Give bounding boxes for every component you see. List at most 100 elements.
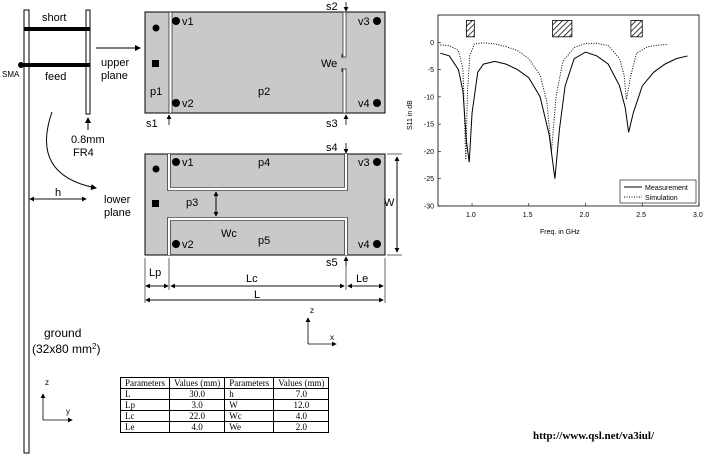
series-simulation	[440, 42, 668, 160]
upper-p1: p1	[150, 86, 162, 98]
table-header: Parameters	[224, 377, 275, 389]
lower-w: W	[384, 197, 395, 209]
table-cell: 4.0	[273, 410, 330, 422]
y-tick-label: -10	[424, 94, 434, 101]
upper-s3: s3	[326, 118, 338, 130]
table-cell: h	[224, 388, 275, 400]
chart-ylabel: S11 in dB	[407, 100, 414, 130]
y-tick-label: -30	[424, 204, 434, 211]
feed-label: feed	[45, 71, 66, 83]
table-row: Lp 3.0 W 12.0	[120, 399, 330, 411]
upper-p2: p2	[258, 86, 270, 98]
short-label: short	[42, 12, 66, 24]
lower-wc: Wc	[221, 228, 237, 240]
substrate-material-label: FR4	[73, 147, 94, 159]
table-cell: 12.0	[273, 399, 330, 411]
lower-le: Le	[356, 273, 368, 285]
s11-chart: 1.0 1.5 2.0 2.5 3.0 0 -5 -10 -15 -20 -25 -30 Freq. …	[407, 14, 703, 236]
ground-plane	[23, 9, 30, 454]
table-cell: We	[224, 421, 275, 433]
x-tick-label: 2.5	[636, 212, 646, 219]
lower-axis-z: z	[310, 306, 314, 315]
table-header: Values (mm)	[273, 377, 330, 389]
sma-label: SMA	[2, 70, 20, 79]
y-tick-label: -20	[424, 149, 434, 156]
table-header: Values (mm)	[168, 377, 226, 389]
lower-p4: p4	[258, 157, 270, 169]
table-cell: Le	[120, 421, 170, 433]
x-tick-label: 3.0	[693, 212, 703, 219]
antenna-side-view: short feed SMA 0.8mm FR4 h ground (32x80…	[2, 9, 105, 454]
upper-s1: s1	[146, 118, 158, 130]
lower-plane: lower plane v1 v2 v3 v4 p3 p4 p5 Wc s4 s…	[104, 142, 402, 347]
legend-simulation: Simulation	[645, 195, 678, 202]
table-header: Parameters	[120, 377, 170, 389]
substrate-thickness-label: 0.8mm	[71, 134, 105, 146]
table-cell: 22.0	[168, 410, 226, 422]
axis-z-label: z	[45, 378, 49, 387]
y-tick-label: 0	[430, 40, 434, 47]
source-url[interactable]: http://www.qsl.net/va3iul/	[533, 430, 655, 442]
substrate	[85, 9, 91, 115]
frequency-band-marker	[630, 20, 643, 38]
y-tick-label: -25	[424, 176, 434, 183]
short-bar	[24, 27, 90, 31]
upper-plane-label: upper	[101, 57, 129, 69]
feed-bar	[24, 63, 90, 67]
curved-arrow	[46, 111, 97, 190]
lower-p5: p5	[258, 235, 270, 247]
table-row: Lc 22.0 Wc 4.0	[120, 410, 330, 422]
upper-v2: v2	[182, 98, 194, 110]
chart-legend: Measurement Simulation	[619, 179, 697, 204]
table-cell: 7.0	[273, 388, 330, 400]
table-cell: W	[224, 399, 275, 411]
h-label: h	[55, 187, 61, 199]
sma-connector	[18, 62, 24, 68]
table-cell: 4.0	[168, 421, 226, 433]
lower-v1: v1	[182, 157, 194, 169]
x-tick-label: 1.0	[466, 212, 476, 219]
frequency-band-marker	[465, 20, 475, 38]
upper-we: We	[321, 58, 337, 70]
upper-v3: v3	[358, 16, 370, 28]
lower-lp: Lp	[149, 267, 161, 279]
chart-plot-area	[437, 14, 700, 207]
lower-s5: s5	[326, 257, 338, 269]
x-tick-label: 1.5	[523, 212, 533, 219]
table-cell: 30.0	[168, 388, 226, 400]
frequency-band-marker	[552, 20, 573, 38]
table-cell: Lp	[120, 399, 170, 411]
lower-l: L	[254, 289, 260, 301]
table-row: Le 4.0 We 2.0	[120, 421, 330, 433]
upper-plane: upper plane v1 v2 v3 v4 p1 p2 We s1 s2 s…	[101, 1, 386, 130]
ground-size-label: (32x80 mm2)	[32, 342, 100, 356]
upper-plane-label-2: plane	[101, 70, 128, 82]
ground-label: ground	[44, 326, 81, 340]
lower-plane-label: lower	[104, 194, 131, 206]
y-tick-label: -5	[428, 67, 434, 74]
lower-axis-x: x	[330, 333, 334, 342]
legend-measurement: Measurement	[645, 185, 688, 192]
lower-p3: p3	[186, 197, 198, 209]
series-measurement	[440, 51, 688, 179]
table-cell: L	[120, 388, 170, 400]
table-cell: Lc	[120, 410, 170, 422]
x-tick-label: 2.0	[580, 212, 590, 219]
y-tick-label: -15	[424, 122, 434, 129]
parameters-table: Parameters Values (mm) Parameters Values…	[120, 377, 330, 433]
lower-v2: v2	[182, 239, 194, 251]
lower-v4: v4	[358, 239, 370, 251]
lower-v3: v3	[358, 157, 370, 169]
table-cell: Wc	[224, 410, 275, 422]
table-header-row: Parameters Values (mm) Parameters Values…	[120, 377, 330, 389]
table-row: L 30.0 h 7.0	[120, 388, 330, 400]
lower-lc: Lc	[246, 273, 258, 285]
upper-v4: v4	[358, 98, 370, 110]
lower-s4: s4	[326, 142, 338, 154]
table-cell: 2.0	[273, 421, 330, 433]
upper-v1: v1	[182, 16, 194, 28]
chart-xlabel: Freq. in GHz	[540, 229, 580, 236]
table-cell: 3.0	[168, 399, 226, 411]
upper-s2: s2	[326, 1, 338, 13]
